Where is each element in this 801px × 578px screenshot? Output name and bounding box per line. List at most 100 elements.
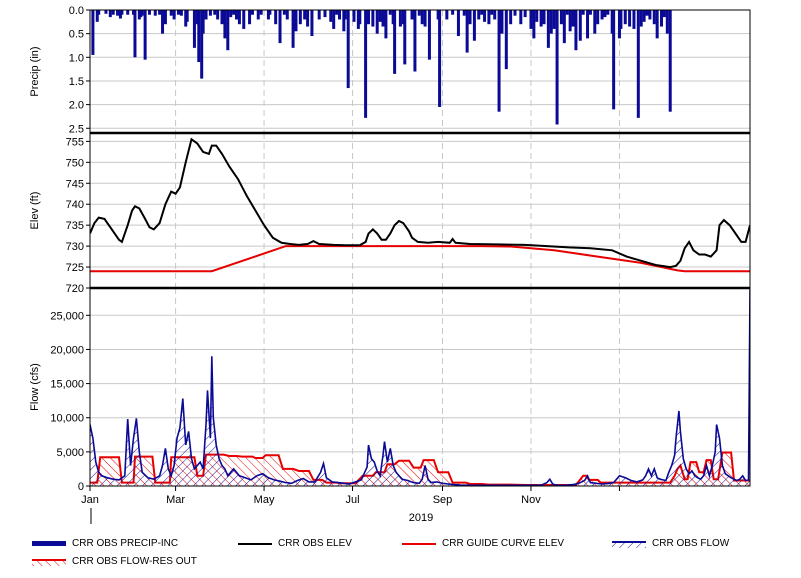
precip-bar — [565, 10, 569, 15]
precip-bar — [216, 10, 220, 20]
precip-bar — [642, 10, 646, 22]
precip-bar — [153, 10, 157, 16]
precip-bar — [104, 10, 108, 14]
precip-bar — [542, 10, 546, 25]
plot-area — [90, 289, 750, 486]
y-tick-label: 15,000 — [50, 379, 84, 391]
precip-bar — [480, 10, 484, 15]
precip-bar — [487, 10, 491, 25]
precip-bar — [381, 10, 385, 27]
precip-bar — [493, 10, 497, 20]
precip-bar — [636, 10, 640, 118]
y-tick-label: 0.0 — [69, 5, 84, 17]
precip-bar — [120, 10, 124, 15]
precip-bar — [665, 10, 669, 34]
precip-bar — [274, 10, 278, 25]
obs-elev-line — [90, 137, 750, 269]
precip-bar — [535, 10, 539, 22]
x-axis: Jan Mar May Jul Sep Nov 2019 — [81, 486, 620, 524]
precip-bar — [242, 10, 246, 29]
y-tick-label: 745 — [66, 178, 84, 190]
precip-bar — [133, 10, 137, 58]
precip-bar — [456, 10, 460, 37]
precip-bar — [197, 10, 201, 63]
precip-bar — [606, 10, 610, 15]
panel-frame — [89, 9, 751, 134]
precip-bar — [248, 10, 252, 25]
x-tick-label: Mar — [166, 494, 185, 506]
precip-bar — [586, 10, 590, 39]
precip-bar — [559, 10, 563, 25]
precip-bar — [423, 10, 427, 27]
precip-bar — [204, 10, 208, 20]
y-axis-title: Precip (in) — [29, 46, 41, 96]
precip-bar — [237, 10, 241, 25]
plot-area — [90, 137, 750, 273]
precip-bar — [185, 10, 189, 22]
x-tick-label: Jul — [346, 494, 360, 506]
precip-bar — [593, 10, 597, 34]
precip-bar — [335, 10, 339, 15]
precip-bar — [652, 10, 656, 25]
y-tick-label: 2.5 — [69, 123, 84, 135]
precip-bar — [337, 10, 341, 20]
precip-bar — [513, 10, 517, 16]
precip-bar — [332, 10, 336, 29]
precip-bar — [367, 10, 371, 25]
x-tick-label: Jan — [81, 494, 99, 506]
precip-bar — [161, 10, 165, 34]
precip-bar — [393, 10, 397, 74]
precip-bar — [126, 10, 130, 15]
y-tick-label: 0 — [78, 481, 84, 493]
obs-flow-line — [90, 289, 750, 486]
precip-bar — [201, 10, 205, 34]
legend-label: CRR OBS PRECIP-INC — [72, 538, 179, 549]
precip-bar — [648, 10, 652, 20]
x-tick-label: Nov — [521, 494, 541, 506]
precip-bar — [539, 10, 543, 27]
x-tick-label: Sep — [433, 494, 453, 506]
precip-bar — [619, 10, 623, 29]
precip-bar — [285, 10, 289, 20]
precip-bar — [523, 10, 527, 18]
precip-bar — [384, 10, 388, 39]
precip-bar — [438, 10, 442, 107]
precip-bar — [445, 10, 449, 20]
precip-bar — [223, 10, 227, 39]
precip-bar — [97, 10, 101, 15]
precip-bar — [342, 10, 346, 32]
precip-bar — [477, 10, 481, 20]
y-tick-label: 0.5 — [69, 29, 84, 41]
y-tick-label: 730 — [66, 241, 84, 253]
precip-bar — [588, 10, 592, 15]
y-tick-label: 755 — [66, 136, 84, 148]
precip-bar — [465, 10, 469, 53]
precip-bar — [306, 10, 310, 27]
legend-swatch-obs-elev — [238, 543, 272, 545]
precip-bar — [250, 10, 254, 15]
precip-bar — [147, 10, 151, 15]
precip-bar — [600, 10, 604, 20]
precip-bar — [226, 10, 230, 51]
precip-bar — [259, 10, 263, 15]
precip-bar — [660, 10, 664, 27]
precip-bar — [298, 10, 302, 25]
obs-flow-area — [90, 289, 750, 486]
precip-bar — [562, 10, 566, 44]
precip-bar — [410, 10, 414, 20]
precip-bar — [303, 10, 307, 20]
y-tick-label: 720 — [66, 283, 84, 295]
precip-bar — [140, 10, 144, 16]
precip-bar — [329, 10, 333, 22]
precip-bar — [375, 10, 379, 34]
precip-bar — [555, 10, 559, 125]
precip-bar — [343, 10, 347, 20]
plot-area — [91, 10, 672, 125]
precip-bar — [497, 10, 501, 112]
precip-bar — [483, 10, 487, 22]
precip-bar — [111, 10, 115, 15]
y-tick-label: 2.0 — [69, 100, 84, 112]
precip-bar — [108, 10, 112, 18]
x-axis-year-label: 2019 — [409, 512, 433, 524]
precip-bar — [143, 10, 147, 60]
